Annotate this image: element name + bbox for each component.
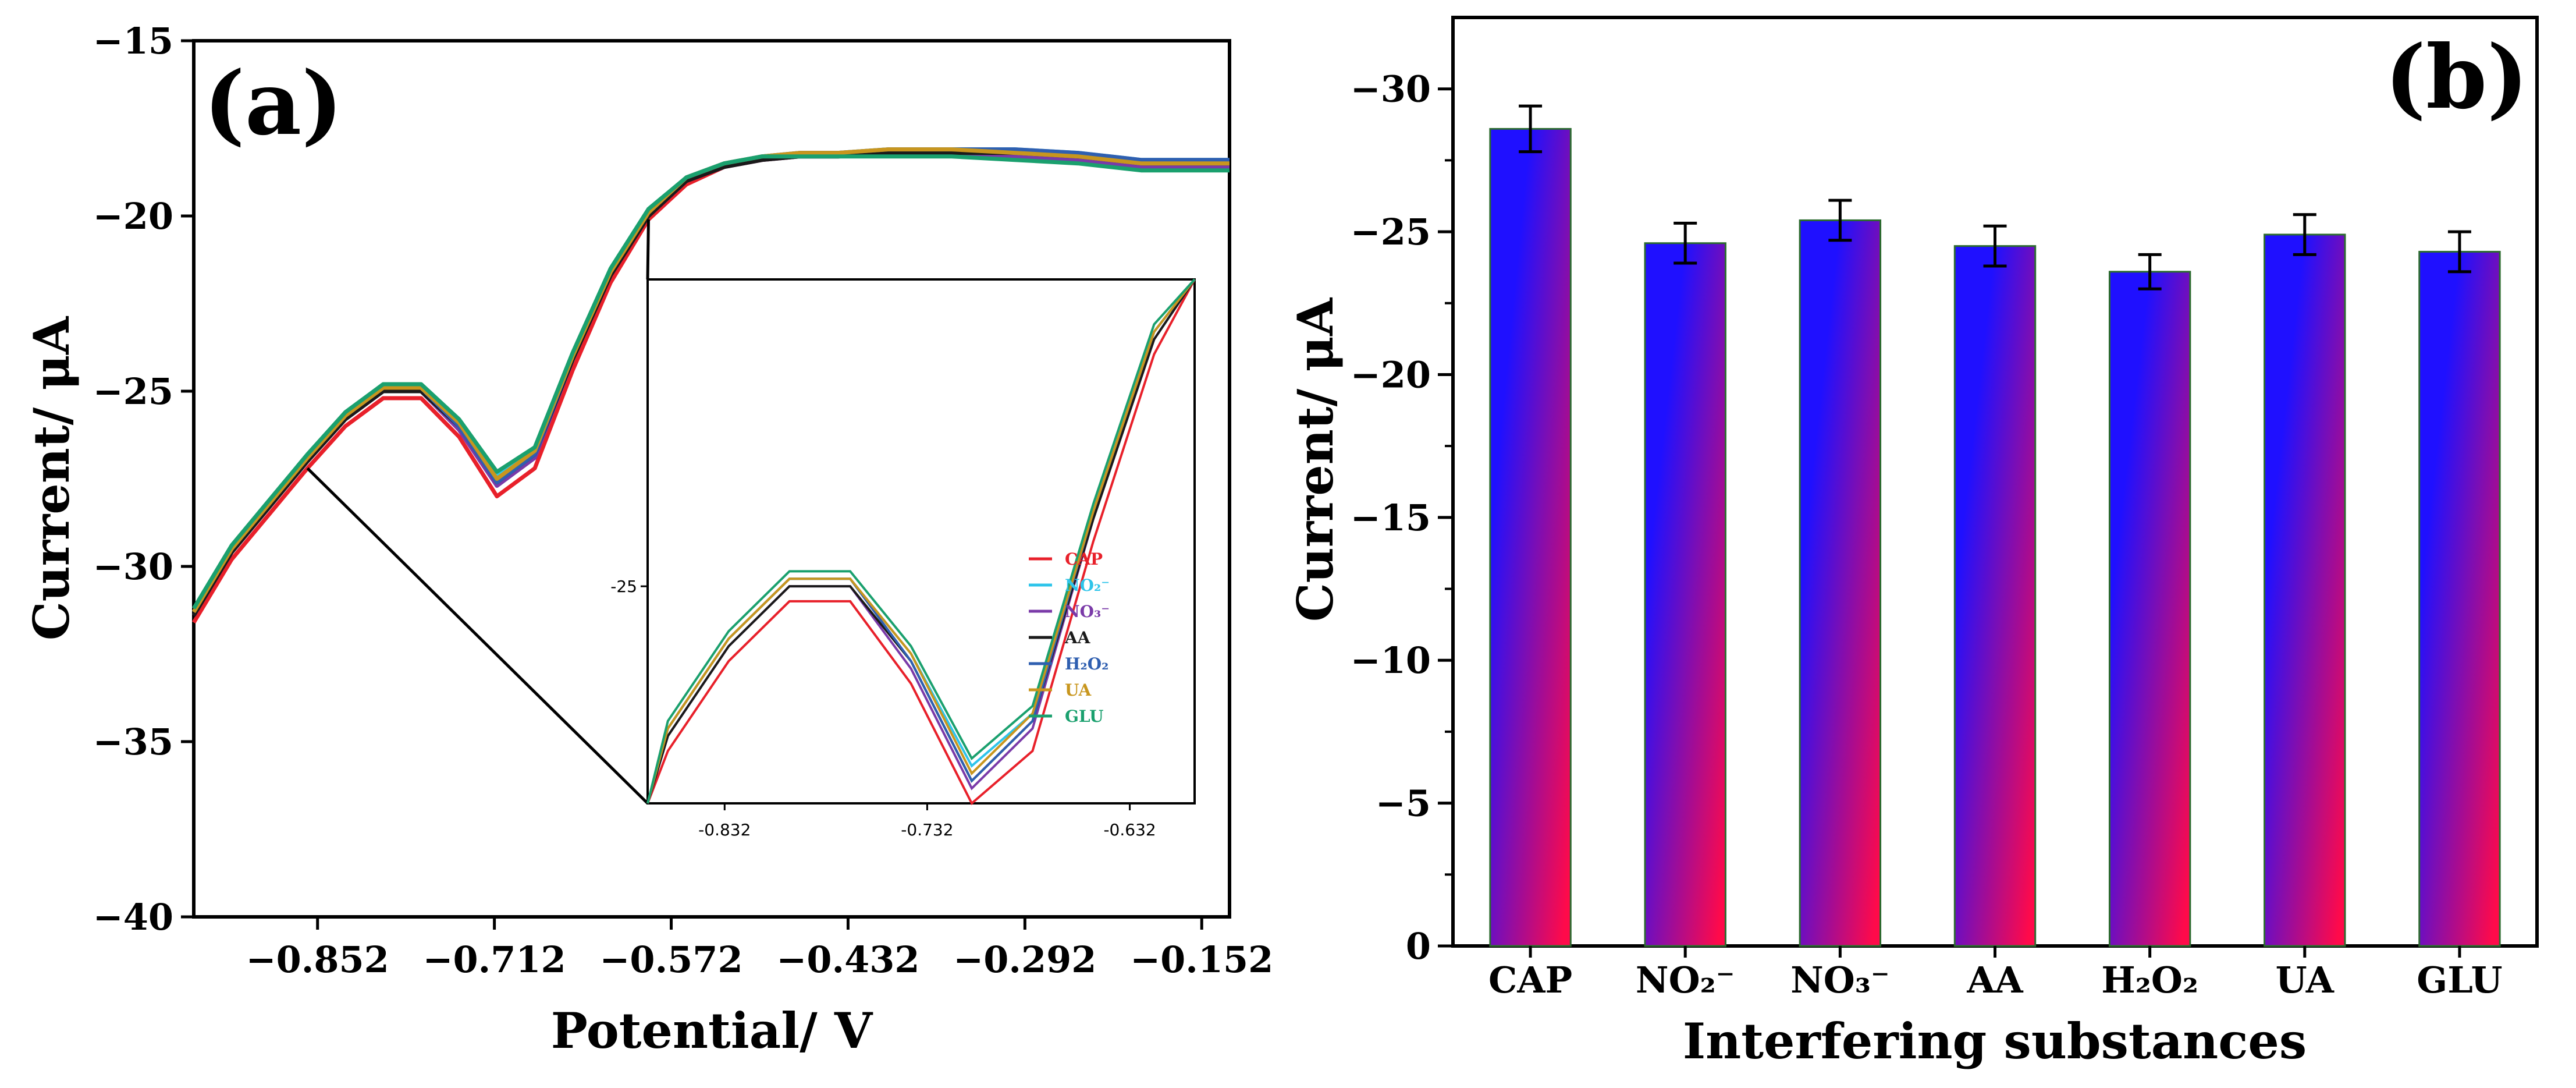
panel-a-series-lines bbox=[191, 147, 1230, 624]
category-label-glu: GLU bbox=[2417, 959, 2502, 1001]
panel-b-x-axis-title: Interfering substances bbox=[1683, 1012, 2307, 1070]
y-tick-label: −5 bbox=[1376, 782, 1431, 825]
legend-label-aa: AA bbox=[1064, 628, 1091, 647]
error-bar-glu bbox=[2447, 230, 2471, 274]
error-bar-ua bbox=[2293, 213, 2316, 256]
inset-zoom-connector bbox=[306, 219, 650, 805]
x-tick-label: −0.712 bbox=[423, 938, 566, 981]
inset-x-ticks: -0.832 -0.732 -0.632 bbox=[698, 803, 1156, 839]
y-tick-label: −10 bbox=[1351, 639, 1431, 682]
panel-b-label: (b) bbox=[2385, 26, 2528, 129]
y-tick-label: −15 bbox=[1351, 497, 1431, 539]
y-tick-label: −25 bbox=[1351, 211, 1431, 253]
y-tick-label: −35 bbox=[93, 721, 173, 763]
y-tick-label: 0 bbox=[1406, 925, 1431, 967]
bar-glu bbox=[2418, 250, 2501, 947]
x-tick-label: −0.432 bbox=[776, 938, 919, 981]
legend-label-cap: CAP bbox=[1065, 550, 1103, 569]
inset-series-line-ua bbox=[646, 278, 1196, 804]
inset-x-tick-label: -0.832 bbox=[698, 820, 751, 839]
inset-series-line-cap bbox=[646, 279, 1196, 806]
legend-label-no3: NO₃⁻ bbox=[1065, 602, 1110, 621]
panel-b-y-axis-title: Current/ μA bbox=[1287, 297, 1344, 622]
legend-label-h2o2: H₂O₂ bbox=[1065, 654, 1108, 674]
inset-y-ticks: -25 bbox=[610, 577, 648, 596]
bar-cap bbox=[1489, 127, 1572, 947]
inset-series-line-glu bbox=[646, 278, 1196, 804]
inset-legend: CAP NO₂⁻ NO₃⁻ AA H₂O₂ UA GLU bbox=[1029, 550, 1110, 726]
x-tick-label: −0.292 bbox=[953, 938, 1096, 981]
category-label-aa: AA bbox=[1966, 959, 2023, 1001]
y-tick-label: −40 bbox=[93, 896, 173, 938]
error-bar-no3 bbox=[1828, 199, 1852, 242]
panel-a-y-ticks: −40 −35 −30 −25 −20 −15 bbox=[93, 20, 194, 938]
y-tick-label: −20 bbox=[93, 195, 173, 238]
inset-x-tick-label: -0.632 bbox=[1103, 820, 1156, 839]
inset-chart: -0.832 -0.732 -0.632 -25 CAP NO₂⁻ NO₃⁻ AA H₂O₂… bbox=[610, 278, 1196, 839]
x-tick-label: −0.852 bbox=[246, 938, 389, 981]
legend-label-no2: NO₂⁻ bbox=[1065, 576, 1110, 595]
category-label-no2: NO₂⁻ bbox=[1636, 959, 1735, 1001]
bar-no2 bbox=[1644, 242, 1726, 947]
panel-a-cv-chart: −0.852 −0.712 −0.572 −0.432 −0.292 −0.152 −40… bbox=[23, 20, 1273, 1059]
panel-a-label: (a) bbox=[204, 52, 343, 155]
error-bar-cap bbox=[1519, 104, 1543, 154]
category-label-ua: UA bbox=[2276, 959, 2335, 1001]
legend-label-ua: UA bbox=[1065, 681, 1092, 700]
y-tick-label: −20 bbox=[1351, 353, 1431, 396]
series-line-glu bbox=[192, 154, 1230, 610]
panel-b-y-ticks: 0 −5 −10 −15 −20 −25 −30 bbox=[1351, 68, 1453, 967]
panel-b-bar-chart: 0 −5 −10 −15 −20 −25 −30 CAP NO₂⁻ NO₃⁻ AA H₂O₂ UA GL… bbox=[1287, 16, 2539, 1070]
zoom-connector-line bbox=[306, 467, 649, 805]
x-tick-label: −0.572 bbox=[599, 938, 742, 981]
legend-label-glu: GLU bbox=[1065, 707, 1104, 726]
error-bar-h2o2 bbox=[2138, 253, 2162, 290]
bar-aa bbox=[1953, 245, 2037, 947]
error-bar-aa bbox=[1983, 224, 2007, 268]
bar-h2o2 bbox=[2108, 271, 2191, 947]
inset-y-tick-label: -25 bbox=[610, 577, 637, 596]
panel-a-y-axis-title: Current/ μA bbox=[23, 316, 80, 640]
error-bar-no2 bbox=[1673, 221, 1697, 265]
panel-b-category-labels: CAP NO₂⁻ NO₃⁻ AA H₂O₂ UA GLU bbox=[1488, 946, 2503, 1001]
y-tick-label: −30 bbox=[93, 545, 173, 588]
panel-b-bars bbox=[1489, 104, 2501, 947]
category-label-h2o2: H₂O₂ bbox=[2101, 959, 2198, 1001]
category-label-cap: CAP bbox=[1488, 959, 1572, 1001]
bar-ua bbox=[2264, 233, 2346, 947]
panel-a-x-axis-title: Potential/ V bbox=[551, 1002, 873, 1059]
category-label-no3: NO₃⁻ bbox=[1790, 959, 1890, 1001]
y-tick-label: −30 bbox=[1351, 68, 1431, 111]
x-tick-label: −0.152 bbox=[1130, 938, 1273, 981]
y-tick-label: −15 bbox=[93, 20, 173, 62]
panel-a-x-ticks: −0.852 −0.712 −0.572 −0.432 −0.292 −0.152 bbox=[246, 917, 1273, 981]
inset-series-lines bbox=[646, 278, 1196, 806]
panel-a-plot-frame bbox=[192, 39, 1231, 919]
bar-no3 bbox=[1799, 219, 1882, 947]
inset-frame bbox=[646, 278, 1196, 805]
inset-x-tick-label: -0.732 bbox=[901, 820, 953, 839]
y-tick-label: −25 bbox=[93, 370, 173, 413]
